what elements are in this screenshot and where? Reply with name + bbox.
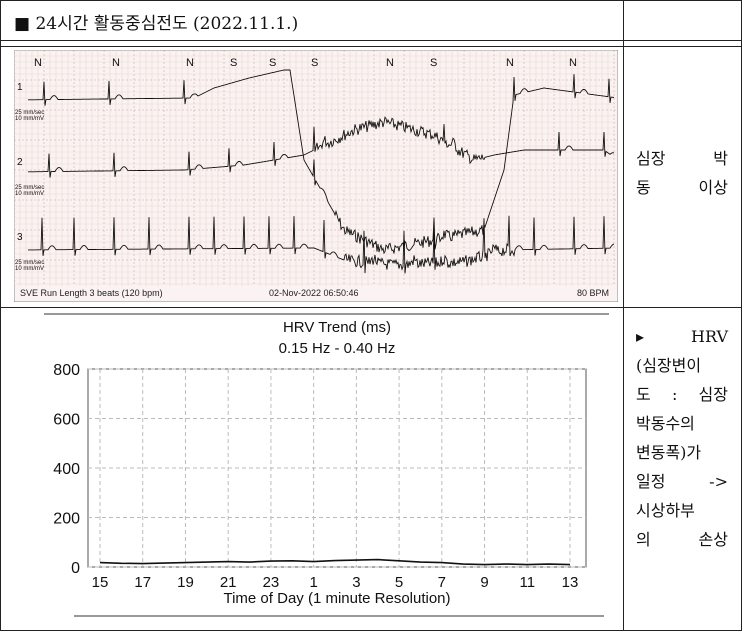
x-tick-label: 21 xyxy=(220,574,237,591)
x-tick-label: 1 xyxy=(309,574,317,591)
lead-gain: 10 mm/mV xyxy=(15,266,44,272)
x-tick-label: 3 xyxy=(352,574,360,591)
hrv-line xyxy=(99,558,571,566)
chart-title: HRV Trend (ms) xyxy=(283,319,391,336)
ecg-grid xyxy=(14,50,618,286)
note-line: 변동폭)가 xyxy=(636,443,702,462)
x-tick-label: 9 xyxy=(480,574,488,591)
note-line: 시상하부 xyxy=(636,501,695,520)
lead-speed: 25 mm/sec xyxy=(15,260,44,266)
ecg-traces xyxy=(28,69,615,274)
lead-speed: 25 mm/sec xyxy=(15,185,44,191)
note-line: 동 이상 xyxy=(636,178,728,197)
ecg-footer: SVE Run Length 3 beats (120 bpm) xyxy=(20,288,163,298)
beat-label: N xyxy=(386,57,394,69)
note-line: (심장변이 xyxy=(636,356,702,375)
x-tick-label: 17 xyxy=(134,574,151,591)
header-title: ■ 24시간 활동중심전도 (2022.11.1.) xyxy=(14,14,299,34)
beat-label: N xyxy=(186,57,194,69)
ecg-trace xyxy=(28,215,615,274)
ecg-trace xyxy=(28,69,615,255)
beat-label: N xyxy=(34,57,42,69)
y-tick-label: 800 xyxy=(53,362,80,379)
border xyxy=(0,307,742,308)
x-tick-label: 13 xyxy=(562,574,579,591)
lead-speed: 25 mm/sec xyxy=(15,110,44,116)
lead-number: 1 xyxy=(17,82,23,93)
lead-number: 2 xyxy=(17,157,23,168)
note-line: ▸ HRV xyxy=(636,327,728,346)
beat-label: N xyxy=(569,57,577,69)
ecg-footer: 02-Nov-2022 06:50:46 xyxy=(269,288,359,298)
border xyxy=(0,630,742,631)
x-axis-label: Time of Day (1 minute Resolution) xyxy=(223,590,450,607)
beat-label: S xyxy=(230,57,237,69)
beat-label: N xyxy=(506,57,514,69)
beat-label: N xyxy=(112,57,120,69)
x-tick-label: 19 xyxy=(177,574,194,591)
beat-label: S xyxy=(430,57,437,69)
note-line: 의 손상 xyxy=(636,530,728,549)
note-line: 박동수의 xyxy=(636,414,695,433)
chart-subtitle: 0.15 Hz - 0.40 Hz xyxy=(279,340,396,357)
y-tick-label: 400 xyxy=(53,461,80,478)
lead-number: 3 xyxy=(17,232,23,243)
y-tick-label: 0 xyxy=(71,560,80,577)
beat-label: S xyxy=(311,57,318,69)
border xyxy=(0,0,1,631)
border xyxy=(0,0,742,1)
border xyxy=(0,40,742,41)
note-line: 심장 박 xyxy=(636,149,728,168)
x-tick-label: 15 xyxy=(92,574,109,591)
x-tick-label: 5 xyxy=(395,574,403,591)
border xyxy=(623,0,624,631)
ecg-footer: 80 BPM xyxy=(577,288,609,298)
x-tick-label: 7 xyxy=(438,574,446,591)
x-tick-label: 23 xyxy=(263,574,280,591)
note-line: 도 : 심장 xyxy=(636,385,728,404)
beat-label: S xyxy=(269,57,276,69)
border xyxy=(0,46,742,47)
hrv-chart: HRV Trend (ms) 0.15 Hz - 0.40 Hz Time of… xyxy=(44,313,609,617)
x-tick-label: 11 xyxy=(519,574,535,591)
y-tick-label: 600 xyxy=(53,412,80,429)
note-line: 일정 -> xyxy=(636,472,728,491)
y-tick-label: 200 xyxy=(53,511,80,528)
lead-gain: 10 mm/mV xyxy=(15,191,44,197)
lead-gain: 10 mm/mV xyxy=(15,116,44,122)
ecg-trace xyxy=(28,116,615,178)
ecg-strip: SVE Run Length 3 beats (120 bpm) 02-Nov-… xyxy=(14,50,618,302)
